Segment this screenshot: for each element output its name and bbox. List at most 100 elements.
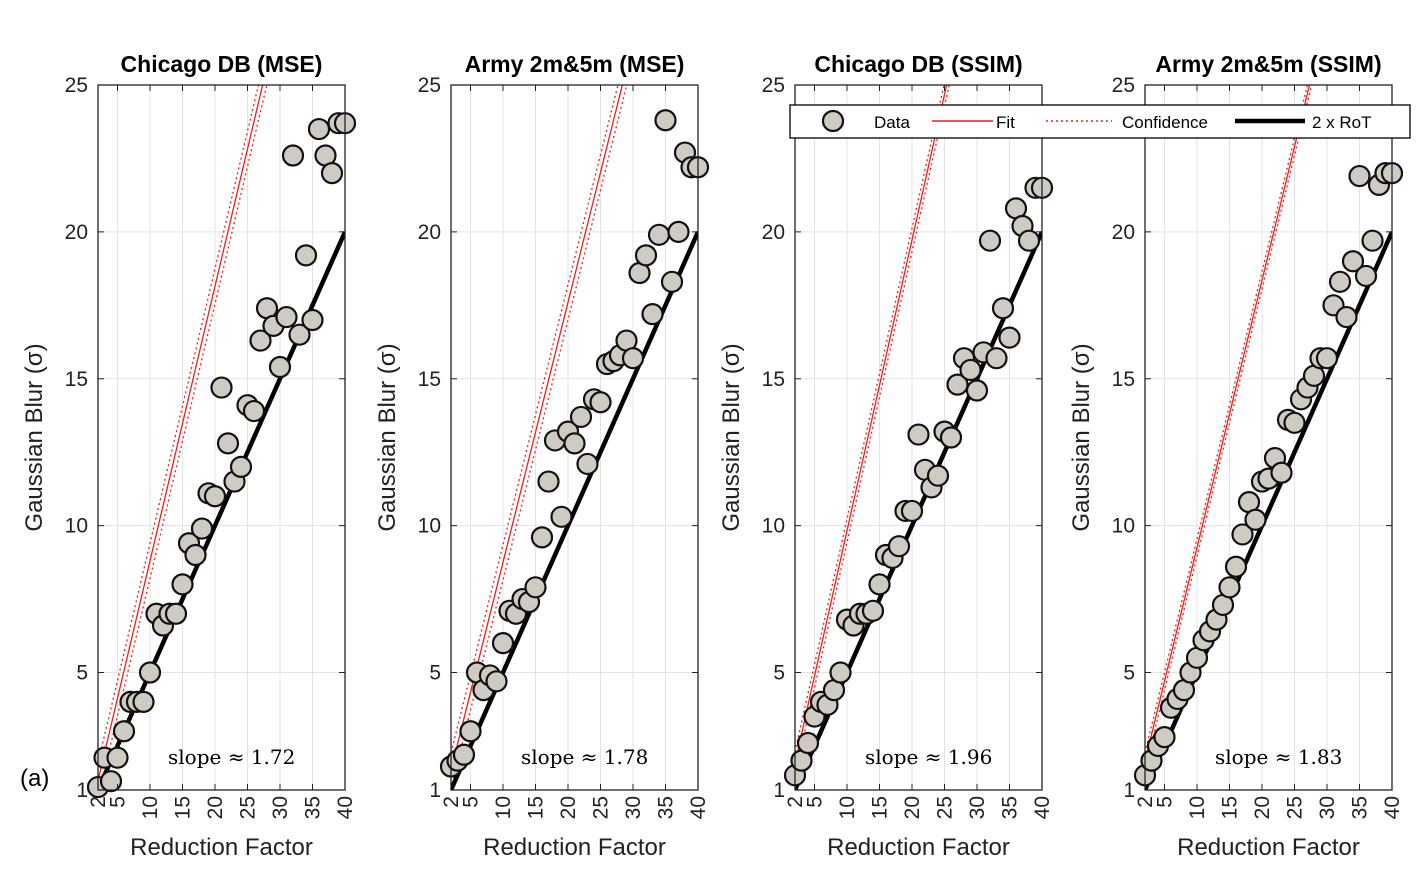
y-tick-label: 10 <box>418 515 441 538</box>
x-tick-label: 25 <box>590 796 613 819</box>
x-tick-label: 35 <box>1349 796 1372 819</box>
fit-line <box>451 85 624 771</box>
x-tick-label: 10 <box>139 796 162 819</box>
fit-line <box>795 85 948 764</box>
y-tick-label: 1 <box>773 779 785 802</box>
data-point <box>985 347 1008 370</box>
y-tick-label: 1 <box>76 779 88 802</box>
y-tick-label: 15 <box>762 368 785 391</box>
slope-annotation: slope ≈ 1.72 <box>168 745 295 769</box>
data-point <box>537 470 560 493</box>
data-point <box>965 379 989 402</box>
data-point <box>459 720 482 743</box>
data-point <box>1354 264 1378 288</box>
legend-data-marker <box>821 109 845 133</box>
data-point <box>1218 576 1241 599</box>
data-point <box>99 770 123 793</box>
x-tick-label: 15 <box>172 796 195 819</box>
x-tick-label: 15 <box>869 796 892 819</box>
x-tick-label: 2 <box>1134 796 1157 808</box>
x-tick-label: 30 <box>1316 796 1339 819</box>
data-point <box>829 661 852 684</box>
legend-box <box>789 104 1411 139</box>
data-point <box>268 355 292 379</box>
data-point <box>563 432 586 455</box>
x-tick-label: 40 <box>1381 796 1404 819</box>
x-tick-label: 40 <box>687 796 710 819</box>
data-point <box>452 743 476 766</box>
data-point <box>576 452 599 476</box>
data-point <box>991 297 1015 320</box>
data-point <box>1231 523 1254 546</box>
y-tick-label: 25 <box>762 74 785 97</box>
y-tick-label: 1 <box>429 779 441 802</box>
data-point <box>301 308 324 332</box>
data-point <box>485 670 508 693</box>
data-point <box>1283 411 1306 434</box>
x-tick-label: 2 <box>784 796 807 808</box>
data-point <box>1244 508 1267 531</box>
x-tick-label: 40 <box>1031 796 1054 819</box>
data-point <box>1361 229 1384 252</box>
y-tick-label: 20 <box>418 221 441 244</box>
y-tick-label: 20 <box>65 221 88 244</box>
data-point <box>164 602 188 625</box>
chart-title: Army 2m&5m (SSIM) <box>1155 51 1381 77</box>
panel-label: (a) <box>20 765 49 792</box>
x-tick-label: 40 <box>334 796 357 819</box>
data-point <box>524 576 547 599</box>
x-tick-label: 20 <box>1251 796 1274 819</box>
x-tick-label: 35 <box>999 796 1022 819</box>
x-axis-label: Reduction Factor <box>130 834 313 861</box>
legend-data-label: Data <box>874 113 910 132</box>
legend-confidence-label: Confidence <box>1122 113 1208 132</box>
data-point <box>939 426 963 449</box>
x-tick-label: 35 <box>302 796 325 819</box>
chart-title: Army 2m&5m (MSE) <box>465 51 685 77</box>
x-tick-label: 5 <box>107 796 130 808</box>
x-tick-label: 35 <box>655 796 678 819</box>
data-point <box>1224 555 1248 578</box>
y-axis-label: Gaussian Blur (σ) <box>718 343 745 531</box>
data-point <box>1348 164 1371 188</box>
data-point <box>900 499 924 523</box>
data-point <box>288 323 311 346</box>
x-tick-label: 30 <box>269 796 292 819</box>
x-tick-label: 30 <box>966 796 989 819</box>
data-point <box>796 731 820 755</box>
data-point <box>634 244 658 267</box>
x-tick-label: 25 <box>237 796 260 819</box>
data-point <box>641 303 664 326</box>
data-point <box>132 690 155 713</box>
slope-annotation: slope ≈ 1.78 <box>521 745 648 769</box>
data-point <box>1335 305 1358 329</box>
confidence-lower-line <box>795 85 950 776</box>
data-point <box>926 464 950 487</box>
data-point <box>654 109 677 132</box>
data-point <box>660 270 684 293</box>
axes-frame <box>1144 84 1393 791</box>
axes-frame <box>97 84 346 791</box>
data-point <box>589 391 612 414</box>
confidence-upper-line <box>98 85 260 764</box>
data-point <box>320 162 344 185</box>
data-point <box>216 432 240 455</box>
data-point <box>667 220 690 243</box>
x-axis-label: Reduction Factor <box>483 834 666 861</box>
x-tick-label: 2 <box>440 796 463 808</box>
data-point <box>275 305 298 329</box>
data-point <box>203 485 227 508</box>
data-point <box>294 244 318 267</box>
data-point <box>1315 347 1339 370</box>
data-point <box>112 720 136 743</box>
y-tick-label: 5 <box>773 662 785 685</box>
x-axis-label: Reduction Factor <box>827 834 1010 861</box>
data-point <box>229 455 253 478</box>
fit-line <box>1145 85 1311 762</box>
legend-rot-label: 2 x RoT <box>1312 113 1372 132</box>
slope-annotation: slope ≈ 1.96 <box>865 745 992 769</box>
data-point <box>887 535 911 558</box>
